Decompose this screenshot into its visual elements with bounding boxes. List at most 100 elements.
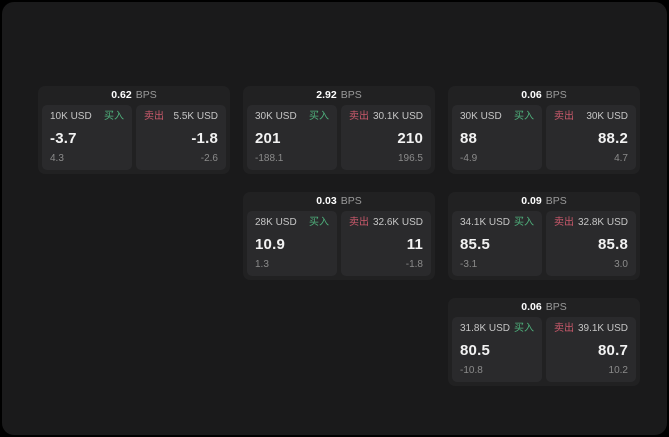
quote-panels: 10K USD 买入 -3.7 4.3 卖出 5.5K USD -1.8 -2.… bbox=[42, 105, 226, 170]
quote-card: 0.09 BPS 34.1K USD 买入 85.5 -3.1 卖出 32.8K… bbox=[448, 192, 640, 280]
sell-panel-header: 卖出 30K USD bbox=[554, 112, 628, 122]
bps-value: 0.09 bbox=[521, 195, 542, 208]
bps-unit-label: BPS bbox=[340, 195, 362, 208]
sell-panel[interactable]: 卖出 30K USD 88.2 4.7 bbox=[546, 105, 636, 170]
buy-side-label: 买入 bbox=[514, 323, 534, 334]
sell-panel-header: 卖出 5.5K USD bbox=[144, 112, 218, 122]
buy-change-value: 4.3 bbox=[50, 153, 64, 164]
buy-price-value: 10.9 bbox=[255, 235, 285, 253]
sell-panel[interactable]: 卖出 30.1K USD 210 196.5 bbox=[341, 105, 431, 170]
buy-change-value: -4.9 bbox=[460, 153, 478, 164]
buy-panel-header: 10K USD 买入 bbox=[50, 112, 124, 122]
bps-header: 0.06 BPS bbox=[452, 86, 636, 105]
bps-header: 2.92 BPS bbox=[247, 86, 431, 105]
sell-change-value: -1.8 bbox=[405, 259, 423, 270]
quote-card: 2.92 BPS 30K USD 买入 201 -188.1 卖出 30.1K … bbox=[243, 86, 435, 174]
sell-amount-label: 5.5K USD bbox=[173, 111, 218, 122]
sell-amount-label: 39.1K USD bbox=[577, 323, 628, 334]
bps-value: 0.06 bbox=[521, 89, 542, 102]
bps-value: 2.92 bbox=[316, 89, 337, 102]
quote-card: 0.06 BPS 31.8K USD 买入 80.5 -10.8 卖出 39.1… bbox=[448, 298, 640, 386]
sell-change-value: 3.0 bbox=[614, 259, 628, 270]
sell-change-value: 4.7 bbox=[614, 153, 628, 164]
buy-side-label: 买入 bbox=[309, 217, 329, 228]
sell-price-value: 85.8 bbox=[598, 235, 628, 253]
bps-header: 0.03 BPS bbox=[247, 192, 431, 211]
sell-side-label: 卖出 bbox=[554, 323, 574, 334]
quote-panels: 34.1K USD 买入 85.5 -3.1 卖出 32.8K USD 85.8… bbox=[452, 211, 636, 276]
bps-unit-label: BPS bbox=[545, 195, 567, 208]
sell-price-value: 80.7 bbox=[598, 341, 628, 359]
sell-price-value: 88.2 bbox=[598, 129, 628, 147]
quote-card: 0.62 BPS 10K USD 买入 -3.7 4.3 卖出 5.5K USD… bbox=[38, 86, 230, 174]
buy-change-value: -10.8 bbox=[460, 365, 483, 376]
sell-side-label: 卖出 bbox=[554, 217, 574, 228]
buy-panel[interactable]: 28K USD 买入 10.9 1.3 bbox=[247, 211, 337, 276]
bps-value: 0.62 bbox=[111, 89, 132, 102]
sell-panel[interactable]: 卖出 5.5K USD -1.8 -2.6 bbox=[136, 105, 226, 170]
bps-unit-label: BPS bbox=[545, 301, 567, 314]
quote-panels: 28K USD 买入 10.9 1.3 卖出 32.6K USD 11 -1.8 bbox=[247, 211, 431, 276]
buy-amount-label: 34.1K USD bbox=[460, 217, 511, 228]
bps-header: 0.09 BPS bbox=[452, 192, 636, 211]
sell-amount-label: 30.1K USD bbox=[372, 111, 423, 122]
buy-price-value: 80.5 bbox=[460, 341, 490, 359]
sell-amount-label: 32.6K USD bbox=[372, 217, 423, 228]
sell-side-label: 卖出 bbox=[349, 217, 369, 228]
sell-change-value: 196.5 bbox=[397, 153, 423, 164]
buy-price-value: -3.7 bbox=[50, 129, 77, 147]
buy-panel[interactable]: 30K USD 买入 201 -188.1 bbox=[247, 105, 337, 170]
sell-side-label: 卖出 bbox=[349, 111, 369, 122]
sell-amount-label: 32.8K USD bbox=[577, 217, 628, 228]
sell-change-value: 10.2 bbox=[608, 365, 628, 376]
buy-amount-label: 31.8K USD bbox=[460, 323, 511, 334]
buy-amount-label: 30K USD bbox=[460, 111, 502, 122]
bps-header: 0.06 BPS bbox=[452, 298, 636, 317]
buy-price-value: 85.5 bbox=[460, 235, 490, 253]
buy-panel-header: 31.8K USD 买入 bbox=[460, 324, 534, 334]
buy-panel-header: 30K USD 买入 bbox=[255, 112, 329, 122]
buy-change-value: -3.1 bbox=[460, 259, 478, 270]
quote-card: 0.06 BPS 30K USD 买入 88 -4.9 卖出 30K USD 8… bbox=[448, 86, 640, 174]
sell-side-label: 卖出 bbox=[554, 111, 574, 122]
buy-side-label: 买入 bbox=[104, 111, 124, 122]
buy-panel[interactable]: 34.1K USD 买入 85.5 -3.1 bbox=[452, 211, 542, 276]
sell-price-value: 11 bbox=[406, 235, 423, 253]
sell-panel-header: 卖出 39.1K USD bbox=[554, 324, 628, 334]
sell-panel[interactable]: 卖出 39.1K USD 80.7 10.2 bbox=[546, 317, 636, 382]
quote-panels: 31.8K USD 买入 80.5 -10.8 卖出 39.1K USD 80.… bbox=[452, 317, 636, 382]
bps-value: 0.03 bbox=[316, 195, 337, 208]
sell-change-value: -2.6 bbox=[200, 153, 218, 164]
buy-panel[interactable]: 10K USD 买入 -3.7 4.3 bbox=[42, 105, 132, 170]
quote-card: 0.03 BPS 28K USD 买入 10.9 1.3 卖出 32.6K US… bbox=[243, 192, 435, 280]
buy-panel-header: 30K USD 买入 bbox=[460, 112, 534, 122]
buy-amount-label: 10K USD bbox=[50, 111, 92, 122]
buy-price-value: 201 bbox=[255, 129, 281, 147]
sell-amount-label: 30K USD bbox=[586, 111, 628, 122]
sell-panel-header: 卖出 32.6K USD bbox=[349, 218, 423, 228]
buy-panel[interactable]: 31.8K USD 买入 80.5 -10.8 bbox=[452, 317, 542, 382]
sell-panel[interactable]: 卖出 32.8K USD 85.8 3.0 bbox=[546, 211, 636, 276]
bps-unit-label: BPS bbox=[135, 89, 157, 102]
sell-price-value: 210 bbox=[397, 129, 423, 147]
buy-panel-header: 34.1K USD 买入 bbox=[460, 218, 534, 228]
sell-side-label: 卖出 bbox=[144, 111, 164, 122]
buy-side-label: 买入 bbox=[309, 111, 329, 122]
quote-cards-grid: 0.62 BPS 10K USD 买入 -3.7 4.3 卖出 5.5K USD… bbox=[38, 86, 640, 386]
sell-price-value: -1.8 bbox=[191, 129, 218, 147]
buy-amount-label: 30K USD bbox=[255, 111, 297, 122]
bps-value: 0.06 bbox=[521, 301, 542, 314]
buy-change-value: -188.1 bbox=[255, 153, 284, 164]
bps-unit-label: BPS bbox=[545, 89, 567, 102]
bps-unit-label: BPS bbox=[340, 89, 362, 102]
quote-panels: 30K USD 买入 201 -188.1 卖出 30.1K USD 210 1… bbox=[247, 105, 431, 170]
buy-side-label: 买入 bbox=[514, 217, 534, 228]
sell-panel-header: 卖出 30.1K USD bbox=[349, 112, 423, 122]
bps-header: 0.62 BPS bbox=[42, 86, 226, 105]
buy-panel-header: 28K USD 买入 bbox=[255, 218, 329, 228]
sell-panel[interactable]: 卖出 32.6K USD 11 -1.8 bbox=[341, 211, 431, 276]
buy-panel[interactable]: 30K USD 买入 88 -4.9 bbox=[452, 105, 542, 170]
buy-price-value: 88 bbox=[460, 129, 478, 147]
sell-panel-header: 卖出 32.8K USD bbox=[554, 218, 628, 228]
